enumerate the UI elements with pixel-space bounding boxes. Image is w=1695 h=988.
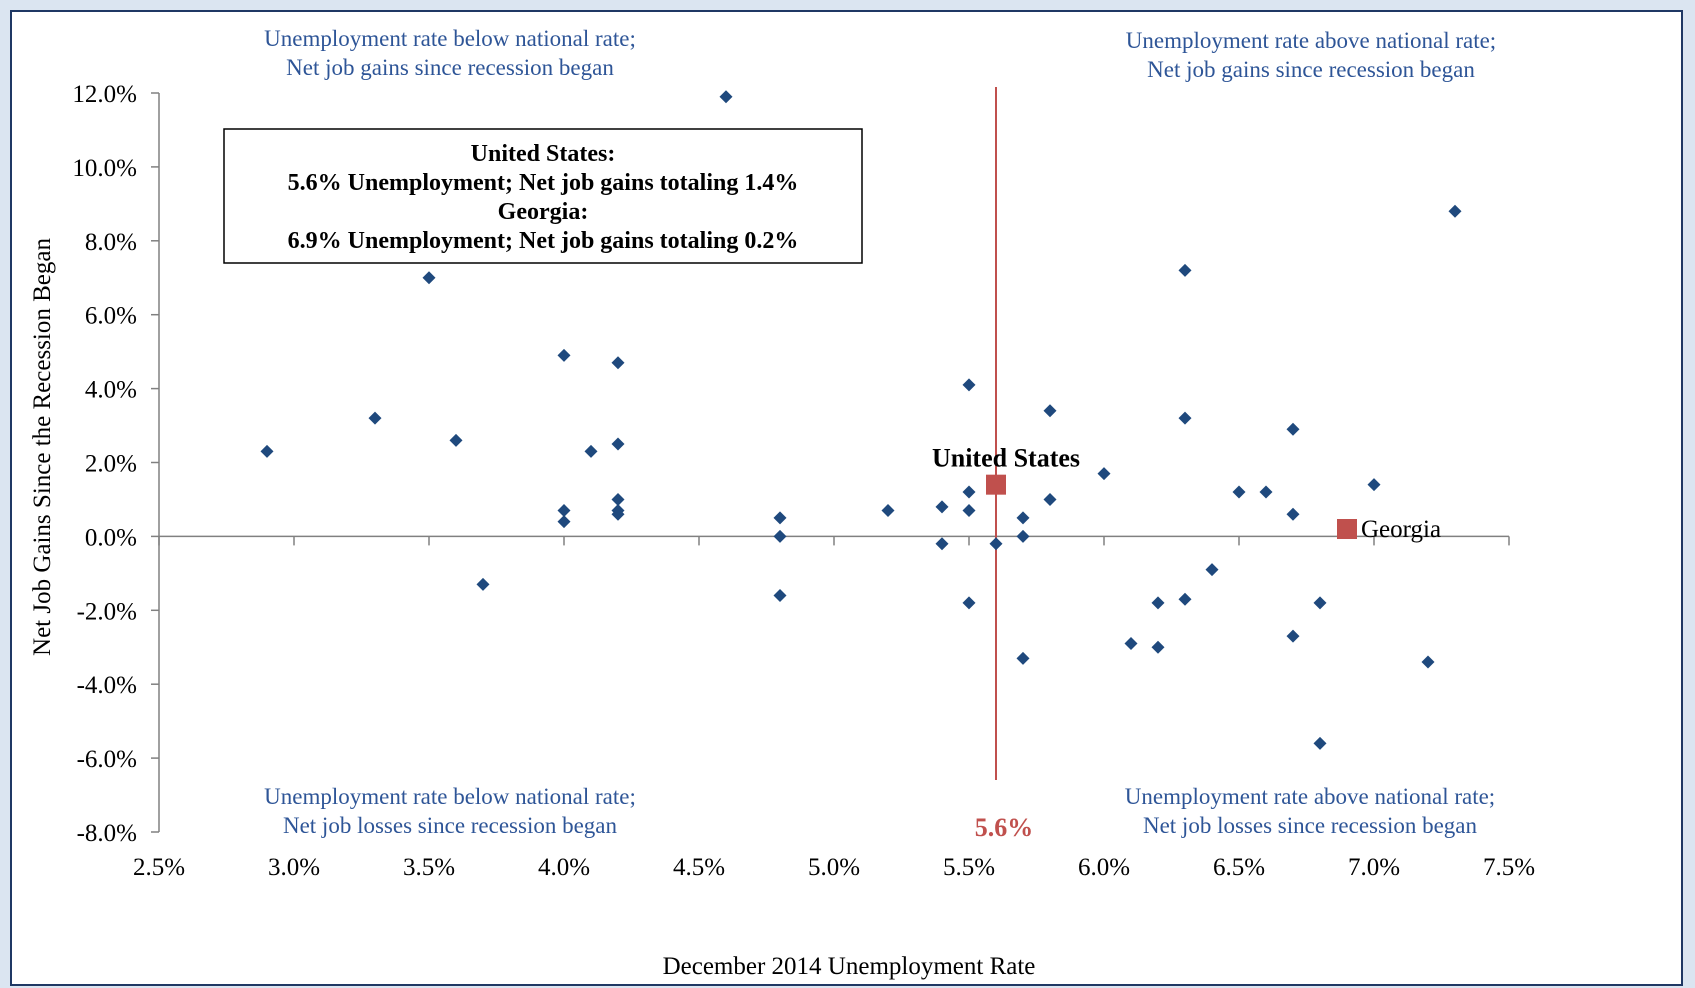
state-point [719,90,733,104]
info-ga-heading: Georgia: [498,199,589,225]
x-tick-label: 7.5% [1483,854,1535,881]
y-tick-label: 8.0% [85,229,137,256]
quadrant-bottom-right-line2: Net job losses since recession began [1143,813,1478,838]
state-point [611,492,625,506]
state-point [611,356,625,370]
x-tick-label: 5.5% [943,854,995,881]
state-point [1232,485,1246,499]
quadrant-top-right-line2: Net job gains since recession began [1147,57,1475,82]
national-rate-label: 5.6% [975,813,1034,842]
y-tick-label: -8.0% [77,820,137,847]
y-tick-label: 10.0% [72,155,137,182]
state-point [773,529,787,543]
state-point [962,485,976,499]
state-point [962,378,976,392]
state-point [1313,596,1327,610]
state-point [1016,651,1030,665]
x-tick-label: 5.0% [808,854,860,881]
state-point [773,511,787,525]
quadrant-top-left-line1: Unemployment rate below national rate; [264,26,636,51]
y-tick-label: -6.0% [77,746,137,773]
x-tick-label: 3.0% [268,854,320,881]
x-tick-label: 6.0% [1078,854,1130,881]
state-point [935,500,949,514]
state-point [368,411,382,425]
x-tick-label: 4.5% [673,854,725,881]
united-states-marker [986,474,1006,495]
y-tick-label: 0.0% [85,524,137,551]
state-point [1097,467,1111,481]
info-box: United States: 5.6% Unemployment; Net jo… [223,128,863,264]
y-tick-label: 2.0% [85,451,137,478]
state-point [1286,507,1300,521]
state-point [1178,592,1192,606]
state-point [1124,637,1138,651]
georgia-label: Georgia [1361,516,1441,543]
y-axis-title: Net Job Gains Since the Recession Began [29,238,56,656]
y-tick-label: 12.0% [72,81,137,108]
quadrant-bottom-right-line1: Unemployment rate above national rate; [1125,784,1495,809]
state-point [1151,596,1165,610]
quadrant-labels: Unemployment rate below national rate; N… [264,26,1496,838]
state-point [881,504,895,518]
state-point [1151,640,1165,654]
quadrant-bottom-left-line1: Unemployment rate below national rate; [264,784,636,809]
state-point [1313,736,1327,750]
y-tick-label: 4.0% [85,377,137,404]
state-point [476,577,490,591]
state-point [422,271,436,285]
state-point [584,444,598,458]
state-point [989,537,1003,551]
state-point [611,437,625,451]
state-point [962,504,976,518]
chart-frame: 2.5% 3.0% 3.5% 4.0% 4.5% 5.0% 5.5% 6.0% 6.5% 7.0%… [10,10,1683,986]
x-tick-label: 6.5% [1213,854,1265,881]
state-point [1448,204,1462,218]
state-point [1205,563,1219,577]
state-point [1016,511,1030,525]
state-point [611,507,625,521]
y-axis-ticks: 12.0% 10.0% 8.0% 6.0% 4.0% 2.0% 0.0% -2.0% -4.0%… [72,81,159,847]
state-point [557,504,571,518]
state-point [557,348,571,362]
info-us-heading: United States: [471,141,616,167]
x-tick-label: 4.0% [538,854,590,881]
info-ga-detail: 6.9% Unemployment; Net job gains totalin… [288,228,799,254]
state-point [260,444,274,458]
y-tick-label: -2.0% [77,598,137,625]
quadrant-bottom-left-line2: Net job losses since recession began [283,813,618,838]
x-tick-label: 7.0% [1348,854,1400,881]
state-points [260,90,1462,750]
scatter-chart: 2.5% 3.0% 3.5% 4.0% 4.5% 5.0% 5.5% 6.0% 6.5% 7.0%… [29,26,1535,980]
x-tick-label: 3.5% [403,854,455,881]
x-axis-title: December 2014 Unemployment Rate [663,953,1036,980]
state-point [935,537,949,551]
state-point [1178,411,1192,425]
quadrant-top-right-line1: Unemployment rate above national rate; [1126,28,1496,53]
y-tick-label: 6.0% [85,303,137,330]
state-point [449,433,463,447]
state-point [1367,478,1381,492]
united-states-label: United States [932,444,1080,473]
state-point [962,596,976,610]
state-point [1286,422,1300,436]
state-point [557,515,571,529]
info-us-detail: 5.6% Unemployment; Net job gains totalin… [288,170,799,196]
state-point [1259,485,1273,499]
x-axis-ticks: 2.5% 3.0% 3.5% 4.0% 4.5% 5.0% 5.5% 6.0% 6.5% 7.0%… [133,536,1535,881]
x-tick-label: 2.5% [133,854,185,881]
state-point [1043,404,1057,418]
georgia-marker [1337,519,1357,540]
state-point [1421,655,1435,669]
state-point [1016,529,1030,543]
state-point [1178,263,1192,277]
quadrant-top-left-line2: Net job gains since recession began [286,55,614,80]
state-point [773,589,787,603]
state-point [1286,629,1300,643]
y-tick-label: -4.0% [77,672,137,699]
state-point [1043,492,1057,506]
